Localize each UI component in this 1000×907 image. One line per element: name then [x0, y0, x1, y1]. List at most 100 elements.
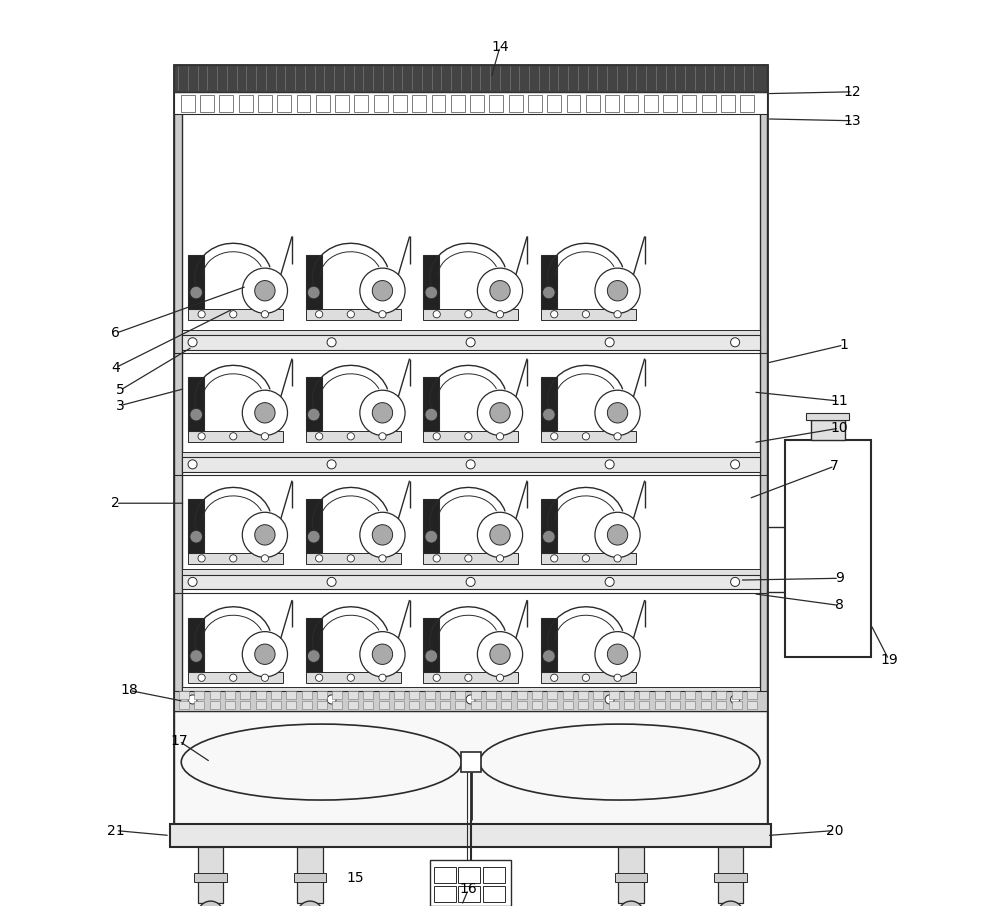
Circle shape — [190, 408, 203, 421]
Bar — [563, 691, 573, 699]
Bar — [639, 701, 649, 709]
Text: 8: 8 — [835, 599, 844, 612]
Bar — [811, 420, 845, 440]
Bar — [256, 701, 266, 709]
Bar — [179, 701, 189, 709]
Circle shape — [582, 555, 590, 562]
Bar — [670, 701, 680, 709]
Bar — [806, 413, 849, 420]
Bar — [182, 329, 760, 335]
Bar — [182, 570, 760, 575]
Text: 5: 5 — [116, 383, 125, 397]
Bar — [618, 847, 644, 902]
Bar — [609, 701, 619, 709]
Circle shape — [605, 578, 614, 587]
Text: 10: 10 — [830, 421, 848, 435]
Bar — [624, 701, 634, 709]
Bar — [297, 847, 323, 902]
Circle shape — [316, 555, 323, 562]
Circle shape — [465, 433, 472, 440]
Circle shape — [496, 674, 504, 681]
Bar — [194, 691, 204, 699]
Circle shape — [188, 578, 197, 587]
Circle shape — [595, 390, 640, 435]
Bar — [685, 691, 695, 699]
Circle shape — [466, 578, 475, 587]
Bar — [182, 452, 760, 457]
Bar — [188, 553, 283, 564]
Text: 16: 16 — [459, 883, 477, 896]
Bar — [258, 94, 272, 112]
Bar — [440, 691, 450, 699]
Bar — [732, 691, 742, 699]
Bar — [394, 701, 404, 709]
Circle shape — [198, 555, 205, 562]
Bar — [624, 94, 638, 112]
Bar — [188, 618, 204, 672]
Bar — [732, 701, 742, 709]
Bar — [332, 701, 342, 709]
Circle shape — [595, 268, 640, 313]
Bar — [541, 553, 636, 564]
Bar — [379, 701, 389, 709]
Bar — [785, 440, 871, 657]
Bar — [306, 672, 401, 683]
Bar — [294, 873, 326, 882]
Bar — [547, 701, 557, 709]
Circle shape — [542, 531, 555, 543]
Bar — [302, 701, 312, 709]
Text: 21: 21 — [107, 824, 125, 837]
Bar — [517, 691, 527, 699]
Circle shape — [188, 460, 197, 469]
Bar — [198, 847, 223, 902]
Bar — [423, 255, 439, 308]
Text: 14: 14 — [491, 40, 509, 54]
Bar — [486, 701, 496, 709]
Bar — [188, 499, 204, 553]
Circle shape — [542, 287, 555, 299]
Bar — [655, 701, 665, 709]
Bar — [174, 691, 767, 711]
Bar — [306, 618, 322, 672]
Circle shape — [582, 674, 590, 681]
Circle shape — [614, 310, 621, 317]
Bar — [461, 752, 481, 772]
Circle shape — [188, 695, 197, 704]
Bar — [605, 94, 619, 112]
Bar — [615, 873, 647, 882]
Circle shape — [477, 512, 523, 558]
Bar — [240, 701, 250, 709]
Circle shape — [379, 674, 386, 681]
Bar — [210, 701, 220, 709]
Bar — [440, 701, 450, 709]
Bar — [458, 886, 480, 902]
Circle shape — [190, 287, 203, 299]
Circle shape — [379, 433, 386, 440]
Bar — [393, 94, 407, 112]
Bar — [644, 94, 658, 112]
Bar — [354, 94, 368, 112]
Text: 3: 3 — [116, 398, 125, 413]
Circle shape — [465, 555, 472, 562]
Circle shape — [360, 390, 405, 435]
Circle shape — [425, 649, 438, 662]
Bar — [182, 687, 760, 692]
Bar — [286, 701, 296, 709]
Circle shape — [551, 310, 558, 317]
Bar — [174, 64, 182, 829]
Circle shape — [230, 674, 237, 681]
Bar — [179, 691, 189, 699]
Circle shape — [347, 310, 354, 317]
Circle shape — [261, 433, 269, 440]
Bar — [348, 691, 358, 699]
Text: 17: 17 — [170, 734, 188, 748]
Circle shape — [595, 512, 640, 558]
Bar — [501, 701, 511, 709]
Bar — [701, 701, 711, 709]
Bar — [210, 691, 220, 699]
Circle shape — [307, 531, 320, 543]
Bar — [434, 886, 456, 902]
Circle shape — [372, 280, 393, 301]
Circle shape — [542, 408, 555, 421]
Bar — [188, 376, 204, 431]
